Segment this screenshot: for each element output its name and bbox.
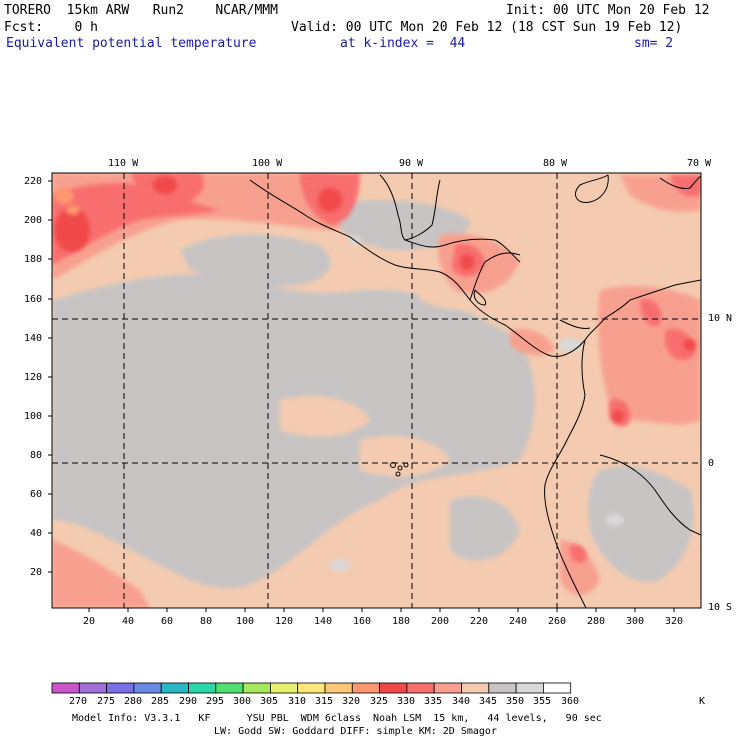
colorbar-level-label: 345 xyxy=(479,696,498,707)
colorbar-swatch xyxy=(133,682,162,694)
x-tick-label: 300 xyxy=(626,616,645,627)
lat-label-0: 0 xyxy=(708,458,715,469)
lat-label-10s: 10 S xyxy=(708,602,733,613)
smoothing-info: sm= 2 xyxy=(634,36,674,51)
colorbar-level-label: 275 xyxy=(97,696,116,707)
colorbar-swatch xyxy=(215,682,244,694)
colorbar-level-label: 285 xyxy=(151,696,170,707)
colorbar-level-label: 295 xyxy=(206,696,225,707)
colorbar-swatch xyxy=(379,682,408,694)
colorbar-swatch xyxy=(543,682,572,694)
y-tick-label: 80 xyxy=(30,450,43,461)
colorbar-level-label: 325 xyxy=(370,696,389,707)
x-tick-label: 140 xyxy=(314,616,333,627)
colorbar-swatch xyxy=(461,682,490,694)
y-tick-label: 60 xyxy=(30,489,43,500)
lon-label-90w: 90 W xyxy=(399,158,424,169)
lon-label-100w: 100 W xyxy=(252,158,283,169)
lon-label-80w: 80 W xyxy=(543,158,568,169)
y-tick-label: 120 xyxy=(24,372,43,383)
x-tick-label: 320 xyxy=(665,616,684,627)
x-tick-label: 80 xyxy=(200,616,213,627)
colorbar-level-label: 340 xyxy=(452,696,471,707)
map-frame xyxy=(51,172,702,609)
y-tick-label: 100 xyxy=(24,411,43,422)
x-tick-label: 120 xyxy=(275,616,294,627)
physics-info: LW: Godd SW: Goddard DIFF: simple KM: 2D… xyxy=(214,726,497,737)
valid-time: Valid: 00 UTC Mon 20 Feb 12 (18 CST Sun … xyxy=(291,20,683,35)
colorbar-swatch xyxy=(106,682,135,694)
forecast-hour: Fcst: 0 h xyxy=(4,20,98,35)
colorbar-level-label: 330 xyxy=(397,696,416,707)
colorbar-swatch xyxy=(78,682,108,694)
colorbar-level-label: 290 xyxy=(179,696,198,707)
axis-ticks xyxy=(48,180,675,612)
init-time: Init: 00 UTC Mon 20 Feb 12 xyxy=(506,3,710,18)
colorbar-level-label: 350 xyxy=(506,696,525,707)
colorbar-swatch xyxy=(515,682,544,694)
y-tick-label: 200 xyxy=(24,215,43,226)
coastlines xyxy=(249,174,701,608)
level-info: at k-index = 44 xyxy=(340,36,466,51)
colorbar-unit: K xyxy=(699,696,706,707)
colorbar-level-label: 315 xyxy=(315,696,334,707)
colorbar-swatch xyxy=(160,682,189,694)
x-tick-label: 280 xyxy=(587,616,606,627)
field-name: Equivalent potential temperature xyxy=(6,36,257,51)
colorbar-swatch xyxy=(297,682,326,694)
x-tick-label: 40 xyxy=(122,616,135,627)
y-tick-label: 220 xyxy=(24,176,43,187)
y-tick-label: 180 xyxy=(24,254,43,265)
x-tick-label: 260 xyxy=(548,616,567,627)
colorbar-swatch xyxy=(433,682,462,694)
colorbar-level-label: 355 xyxy=(533,696,552,707)
x-tick-label: 100 xyxy=(236,616,255,627)
x-tick-label: 180 xyxy=(392,616,411,627)
colorbar-level-label: 305 xyxy=(260,696,279,707)
x-tick-label: 20 xyxy=(83,616,96,627)
lon-label-110w: 110 W xyxy=(108,158,139,169)
y-tick-label: 20 xyxy=(30,567,43,578)
y-tick-label: 160 xyxy=(24,294,43,305)
colorbar-swatch xyxy=(188,682,217,694)
model-info: Model Info: V3.3.1 KF YSU PBL WDM 6class… xyxy=(72,713,602,724)
colorbar-swatch xyxy=(351,682,380,694)
colorbar-level-label: 360 xyxy=(561,696,580,707)
x-tick-label: 240 xyxy=(509,616,528,627)
colorbar-level-label: 320 xyxy=(342,696,361,707)
y-tick-label: 40 xyxy=(30,528,43,539)
colorbar-level-label: 335 xyxy=(424,696,443,707)
colorbar-swatch xyxy=(51,682,80,694)
x-tick-label: 200 xyxy=(431,616,450,627)
y-tick-label: 140 xyxy=(24,333,43,344)
colorbar-swatches xyxy=(51,682,572,694)
colorbar-level-label: 280 xyxy=(124,696,143,707)
colorbar-swatch xyxy=(269,682,299,694)
colorbar-swatch xyxy=(406,682,435,694)
colorbar-level-label: 300 xyxy=(233,696,252,707)
colorbar-level-label: 310 xyxy=(288,696,307,707)
x-tick-label: 220 xyxy=(470,616,489,627)
colorbar-swatch xyxy=(324,682,353,694)
lon-label-70w: 70 W xyxy=(687,158,712,169)
x-tick-label: 160 xyxy=(353,616,372,627)
theta-e-field xyxy=(52,173,701,608)
x-tick-label: 60 xyxy=(161,616,174,627)
model-title: TORERO 15km ARW Run2 NCAR/MMM xyxy=(4,3,278,18)
colorbar-swatch xyxy=(488,682,517,694)
colorbar-level-label: 270 xyxy=(69,696,88,707)
colorbar-swatch xyxy=(242,682,271,694)
lat-label-10n: 10 N xyxy=(708,313,733,324)
